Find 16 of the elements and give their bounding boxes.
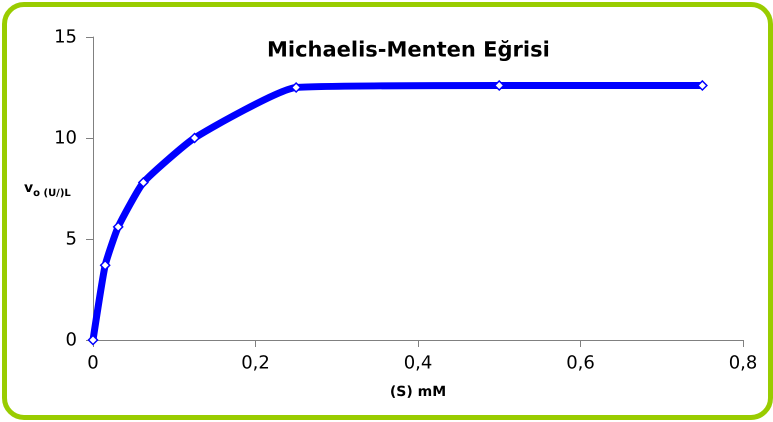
y-tick-label: 10 <box>54 128 77 148</box>
point <box>494 80 504 91</box>
x-axis-title: (S) mM <box>390 384 446 400</box>
point <box>189 132 200 144</box>
y-tick-label: 15 <box>54 26 77 48</box>
x-tick-label: 0,4 <box>404 352 432 374</box>
x-tick-label: 0 <box>87 352 99 374</box>
x-tick-label: 0,8 <box>728 352 758 374</box>
point <box>138 177 149 188</box>
point <box>697 80 708 91</box>
y-axis-title: v$_{o (U/)L}$ <box>24 180 71 199</box>
x-tick-label: 0,6 <box>566 352 595 374</box>
y-tick-label: 0 <box>66 330 77 350</box>
chart-title: Michaelis-Menten Eğrisi <box>267 38 550 62</box>
y-tick-label: 5 <box>66 228 77 250</box>
x-tick-label: 0,2 <box>241 352 270 374</box>
